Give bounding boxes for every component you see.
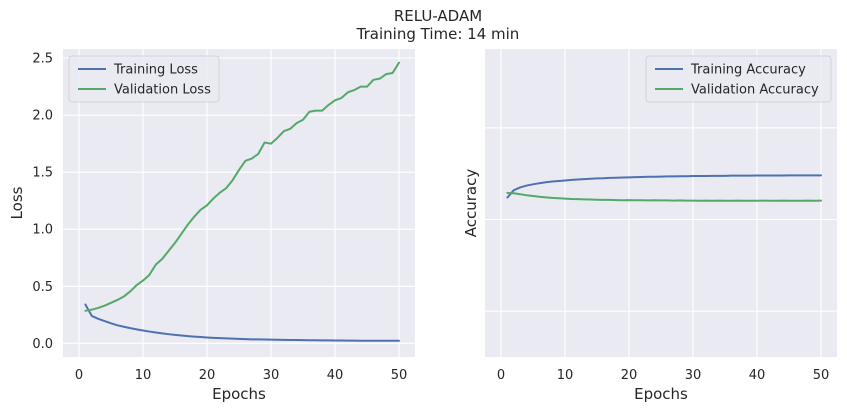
series-line-training-accuracy [506, 174, 822, 199]
legend: Training Accuracy Validation Accuracy [645, 55, 832, 103]
figure-subtitle: Training Time: 14 min [356, 25, 520, 43]
accuracy-chart: 0 10 20 30 40 50 Epochs Accuracy Training Accura… [462, 49, 837, 403]
x-tick-label: 50 [813, 368, 830, 383]
y-tick-label: 2.5 [32, 52, 53, 67]
x-tick-label: 10 [135, 368, 152, 383]
y-tick-label: 1.5 [32, 166, 53, 181]
series-line-validation-loss [84, 61, 400, 312]
x-tick-label: 30 [263, 368, 280, 383]
x-tick-label: 20 [621, 368, 638, 383]
legend-label: Training Loss [113, 63, 198, 78]
legend: Training Loss Validation Loss [68, 55, 220, 103]
y-tick-label: 0.5 [32, 280, 53, 295]
y-tick-label: 2.0 [32, 109, 53, 124]
legend-frame [68, 55, 220, 103]
legend-label: Validation Accuracy [691, 83, 819, 98]
x-tick-label: 10 [557, 368, 574, 383]
x-tick-label: 0 [497, 368, 505, 383]
x-tick-label: 40 [327, 368, 344, 383]
x-tick-label: 20 [199, 368, 216, 383]
x-tick-label: 40 [749, 368, 766, 383]
x-axis-label: Epochs [634, 385, 688, 403]
series-line-validation-accuracy [506, 191, 822, 202]
y-tick-label: 1.0 [32, 223, 53, 238]
x-axis-label: Epochs [212, 385, 266, 403]
x-tick-label: 0 [75, 368, 83, 383]
y-tick-label: 0.0 [32, 337, 53, 352]
legend-frame [645, 55, 832, 103]
loss-chart: 0 10 20 30 40 50 0.0 0.5 1.0 1.5 2.0 2.5 Epochs Loss T… [8, 49, 415, 403]
x-tick-label: 50 [391, 368, 408, 383]
legend-label: Training Accuracy [690, 63, 806, 78]
series-line-training-loss [84, 303, 400, 342]
y-axis-label: Accuracy [462, 169, 480, 238]
figure-title: RELU-ADAM [394, 7, 482, 25]
x-tick-label: 30 [685, 368, 702, 383]
legend-label: Validation Loss [114, 83, 211, 98]
y-axis-label: Loss [8, 186, 26, 219]
